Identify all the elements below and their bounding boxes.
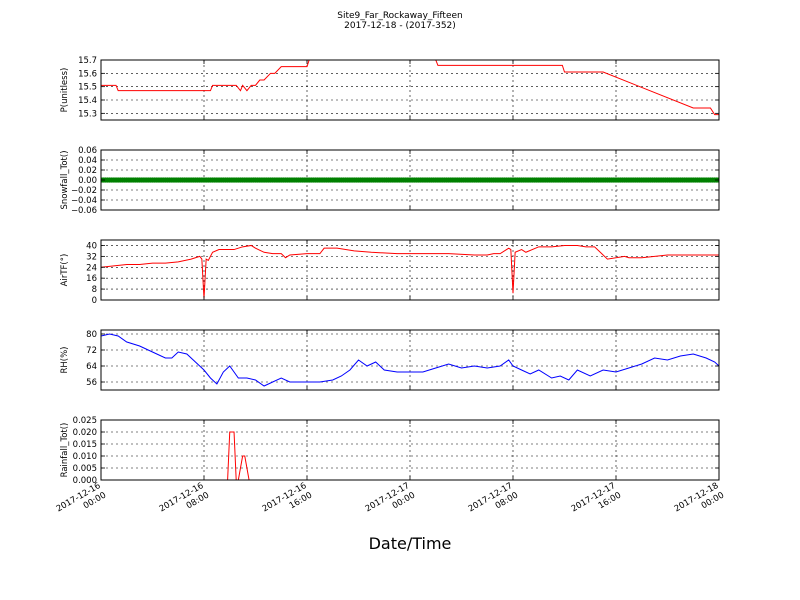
- series-line: [101, 333, 719, 387]
- y-tick-label: 0.000: [73, 476, 97, 486]
- y-tick-label: 0.06: [78, 146, 97, 156]
- y-tick-label: 0.005: [73, 464, 97, 474]
- y-tick-label: 72: [86, 346, 97, 356]
- series-line: [101, 431, 719, 480]
- y-tick-label: 0.010: [73, 452, 97, 462]
- y-tick-label: −0.02: [71, 186, 97, 196]
- y-tick-label: 0.04: [78, 156, 97, 166]
- x-tick-label: 2017-12-1708:00: [467, 481, 520, 524]
- y-tick-label: 0.00: [78, 176, 97, 186]
- y-tick-label: 0.020: [73, 428, 97, 438]
- y-tick-label: 64: [86, 362, 97, 372]
- series-line: [101, 244, 719, 299]
- y-tick-label: 40: [86, 241, 97, 251]
- y-tick-label: 16: [86, 274, 97, 284]
- series-line: [101, 60, 719, 116]
- x-tick-label: 2017-12-1716:00: [570, 481, 623, 524]
- panel-1: 15.3 15.4 15.5 15.6 15.7 P(unitless): [60, 56, 720, 121]
- y-tick-label: 0.015: [73, 440, 97, 450]
- panel-4: 56 64 72 80 RH(%): [60, 329, 720, 391]
- x-tick-label: 2017-12-1700:00: [364, 481, 417, 524]
- y-axis-label: Snowfall_Tot(): [60, 150, 70, 209]
- y-tick-label: 15.7: [78, 56, 97, 66]
- y-tick-label: −0.04: [71, 196, 97, 206]
- y-tick-label: 80: [86, 330, 97, 340]
- x-tick-label: 2017-12-1608:00: [158, 481, 211, 524]
- x-tick-label: 2017-12-1600:00: [55, 481, 108, 524]
- series-markers: [101, 177, 719, 183]
- x-tick-label: 2017-12-1800:00: [673, 481, 726, 524]
- y-tick-label: 24: [86, 263, 97, 273]
- y-tick-label: 15.4: [78, 96, 97, 106]
- y-tick-label: 56: [86, 378, 97, 388]
- figure-title: Site9_Far_Rockaway_Fifteen: [337, 11, 463, 21]
- y-tick-label: 8: [92, 285, 97, 295]
- panel-5: 0.000 0.005 0.010 0.015 0.020 0.025Rainfall_T…: [60, 416, 720, 486]
- y-tick-label: −0.06: [71, 206, 97, 216]
- y-tick-label: 0.025: [73, 416, 97, 426]
- y-axis-label: AirTF(°): [60, 254, 70, 287]
- y-axis-label: RH(%): [60, 346, 70, 373]
- y-tick-label: 32: [86, 252, 97, 262]
- panel-2: −0.06−0.04−0.020.000.020.040.06 Snowfall_…: [60, 146, 720, 216]
- y-tick-label: 0: [92, 296, 97, 306]
- y-tick-label: 15.3: [78, 109, 97, 119]
- y-tick-label: 15.5: [78, 83, 97, 93]
- y-tick-label: 0.02: [78, 166, 97, 176]
- x-axis-label: Date/Time: [368, 534, 452, 553]
- y-tick-label: 15.6: [78, 69, 97, 79]
- y-axis-label: Rainfall_Tot(): [60, 423, 70, 478]
- figure-subtitle: 2017-12-18 - (2017-352): [344, 21, 456, 31]
- y-axis-label: P(unitless): [60, 68, 70, 113]
- x-tick-labels: 2017-12-1600:00 2017-12-1608:00 2017-12-16…: [55, 481, 726, 524]
- x-tick-label: 2017-12-1616:00: [261, 481, 314, 524]
